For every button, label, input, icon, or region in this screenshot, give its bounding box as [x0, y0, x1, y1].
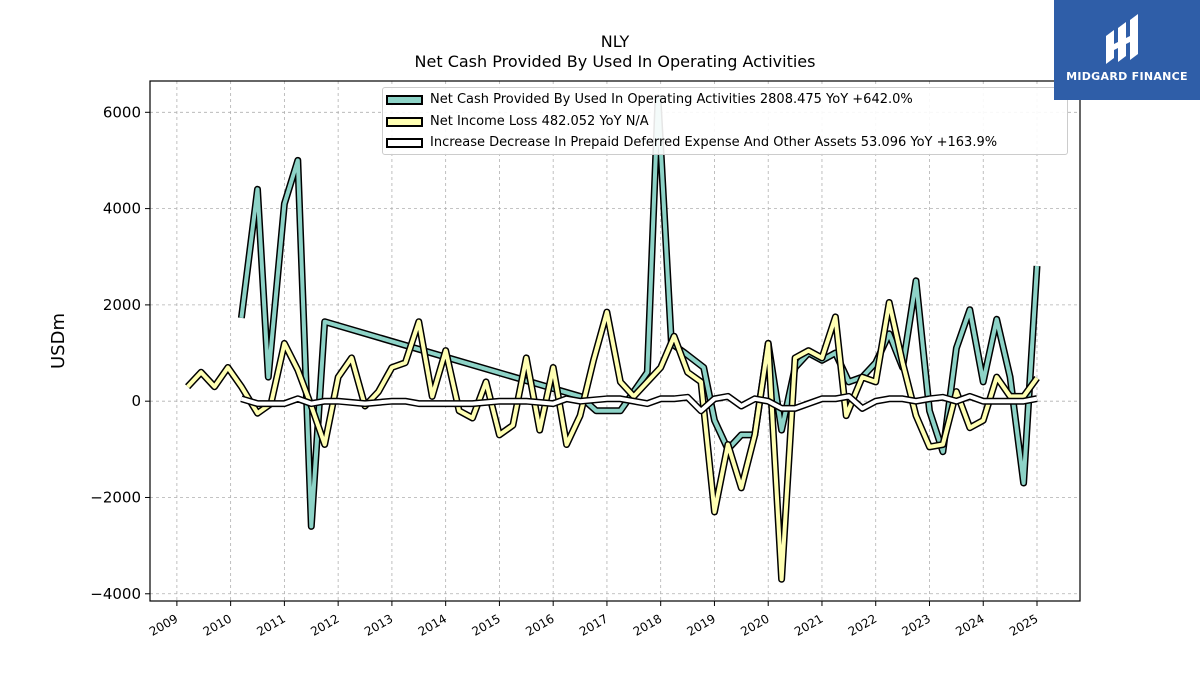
x-tick-label: 2010	[201, 611, 234, 638]
x-tick-label: 2011	[254, 611, 287, 638]
x-tick-label: 2024	[953, 611, 986, 638]
y-tick-label: 2000	[103, 296, 141, 314]
x-tick-label: 2022	[846, 611, 879, 638]
series-lines	[185, 94, 1041, 583]
x-tick-label: 2020	[738, 611, 771, 638]
x-tick-label: 2017	[577, 611, 610, 638]
series-line-net-income	[186, 300, 1039, 582]
x-axis: 2009 2010 2011 2012 2013 2014 2015 2016 2017 2018…	[147, 601, 1040, 639]
y-tick-label: 4000	[103, 200, 141, 218]
y-tick-label: 0	[131, 392, 141, 410]
chart-subtitle: Net Cash Provided By Used In Operating A…	[414, 52, 816, 71]
series-line-net-cash	[239, 95, 1039, 529]
y-axis-label: USDm	[48, 313, 69, 369]
y-tick-label: −2000	[90, 488, 141, 506]
y-tick-label: 6000	[103, 103, 141, 121]
x-tick-label: 2014	[416, 611, 449, 638]
x-tick-label: 2009	[147, 611, 180, 638]
plot-frame	[149, 80, 1081, 602]
series-line-prepaid	[240, 394, 1038, 413]
x-tick-label: 2016	[523, 611, 556, 638]
x-tick-label: 2023	[900, 611, 933, 638]
x-tick-label: 2012	[308, 611, 341, 638]
y-axis: −4000 −2000 0 2000 4000 6000	[90, 103, 150, 603]
logo-mark-icon	[1106, 14, 1138, 64]
legend: Net Cash Provided By Used In Operating A…	[382, 87, 1068, 155]
x-tick-label: 2021	[792, 611, 825, 638]
legend-swatch-net-cash	[386, 95, 423, 105]
x-tick-label: 2018	[631, 611, 664, 638]
legend-label-net-cash: Net Cash Provided By Used In Operating A…	[430, 92, 913, 107]
legend-label-prepaid: Increase Decrease In Prepaid Deferred Ex…	[430, 135, 998, 150]
legend-swatch-net-income	[386, 117, 423, 127]
legend-label-net-income: Net Income Loss 482.052 YoY N/A	[430, 114, 649, 129]
chart-title: NLY	[600, 32, 630, 51]
x-tick-label: 2015	[469, 611, 502, 638]
x-tick-label: 2013	[362, 611, 395, 638]
x-tick-label: 2019	[684, 611, 717, 638]
y-tick-label: −4000	[90, 585, 141, 603]
legend-swatch-prepaid	[386, 138, 423, 148]
brand-logo: MIDGARD FINANCE	[1054, 0, 1200, 100]
grid-lines	[150, 81, 1080, 601]
x-tick-label: 2025	[1007, 611, 1040, 638]
logo-text: MIDGARD FINANCE	[1066, 70, 1188, 83]
